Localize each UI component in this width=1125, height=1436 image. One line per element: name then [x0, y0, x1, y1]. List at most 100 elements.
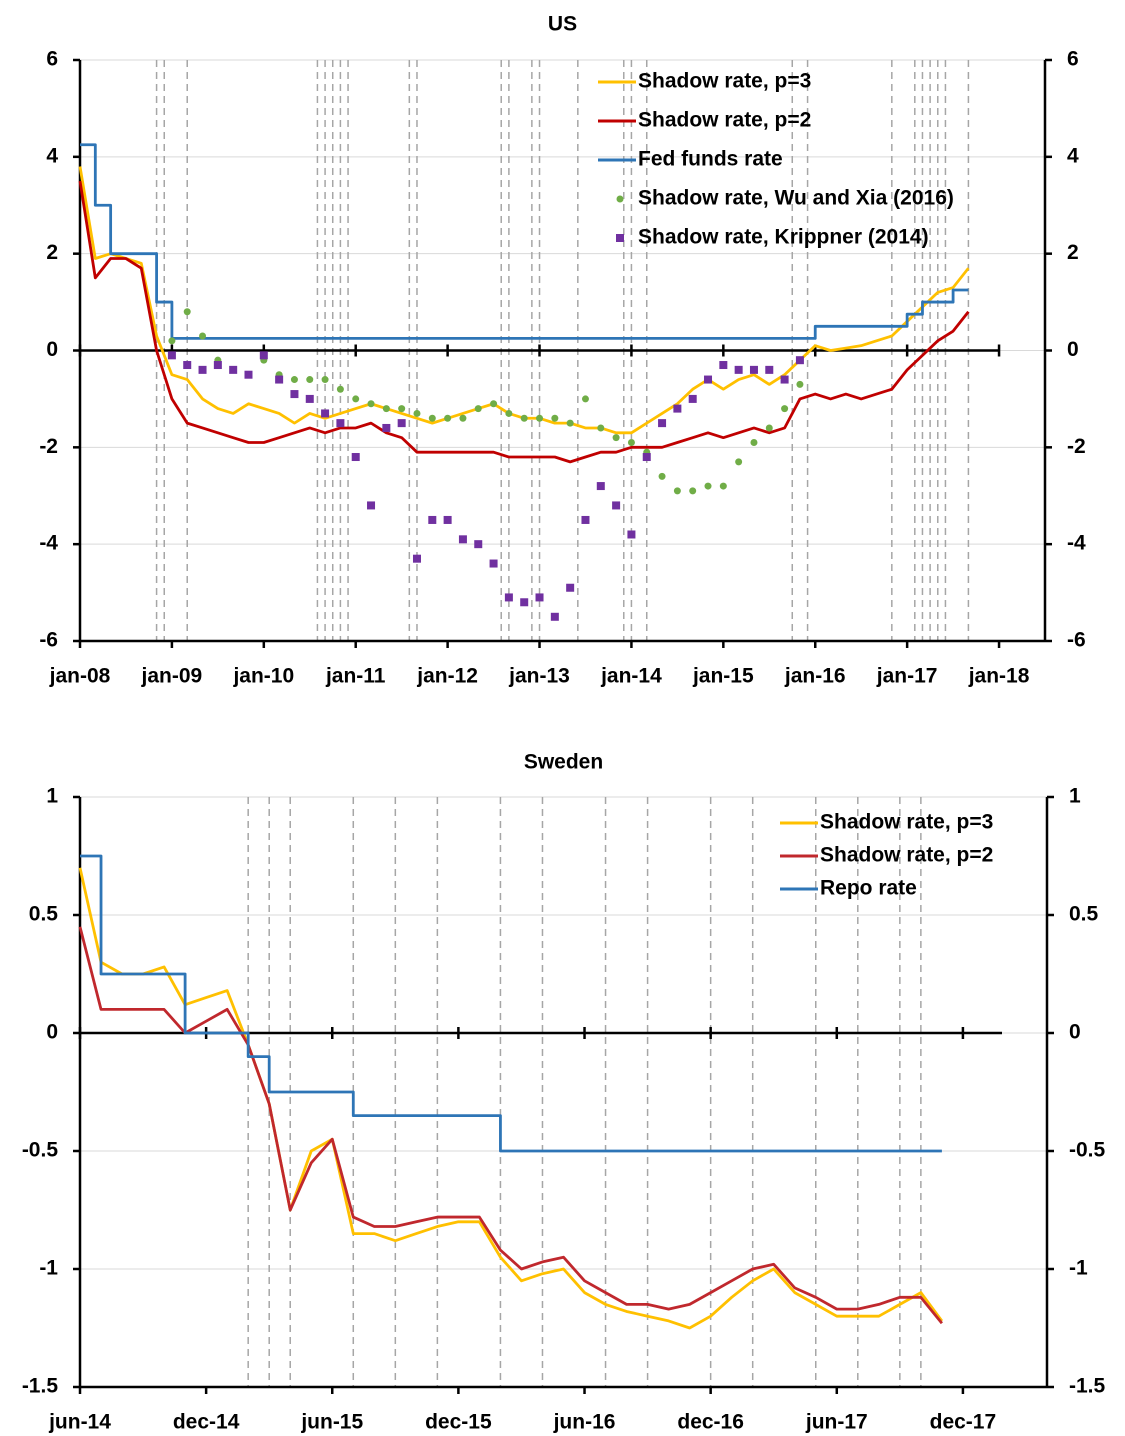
- y-tick-label: 4: [46, 144, 58, 167]
- marker: [520, 414, 528, 422]
- legend-label: Repo rate: [820, 877, 917, 900]
- marker: [581, 515, 590, 524]
- series-line: [78, 180, 970, 464]
- x-tick-label: jan-08: [49, 665, 111, 688]
- marker: [367, 400, 375, 408]
- y-tick-label: 1: [46, 785, 58, 808]
- marker: [688, 394, 697, 403]
- marker: [306, 376, 314, 384]
- marker: [765, 424, 773, 432]
- marker: [336, 385, 344, 393]
- x-tick-label: jun-15: [300, 1411, 363, 1434]
- legend-label: Shadow rate, p=2: [820, 844, 993, 867]
- marker: [305, 394, 314, 403]
- marker: [749, 365, 758, 374]
- x-tick-label: dec-16: [677, 1411, 744, 1434]
- marker: [765, 365, 774, 374]
- marker: [443, 515, 452, 524]
- x-tick-label: jan-14: [600, 665, 662, 688]
- marker: [796, 380, 804, 388]
- marker: [520, 598, 529, 607]
- marker: [382, 405, 390, 413]
- marker: [719, 482, 727, 490]
- marker: [735, 458, 743, 466]
- y2-tick-label: 6: [1067, 48, 1079, 71]
- y-tick-label: 6: [46, 48, 58, 71]
- series-line: [78, 926, 943, 1325]
- y2-tick-label: -0.5: [1069, 1139, 1106, 1162]
- y2-tick-label: -4: [1067, 532, 1086, 555]
- y-tick-label: -2: [39, 435, 58, 458]
- marker: [658, 472, 666, 480]
- chart-title: Sweden: [524, 751, 603, 774]
- marker: [275, 375, 284, 384]
- marker: [229, 365, 238, 374]
- marker: [382, 423, 391, 432]
- x-tick-label: jan-16: [784, 665, 846, 688]
- marker: [428, 515, 437, 524]
- marker: [642, 453, 651, 462]
- marker: [673, 487, 681, 495]
- x-tick-label: jan-15: [692, 665, 754, 688]
- y-tick-label: -1.5: [22, 1375, 59, 1398]
- marker: [459, 414, 467, 422]
- x-tick-label: jun-16: [553, 1411, 616, 1434]
- marker: [581, 395, 589, 403]
- y2-tick-label: -6: [1067, 629, 1086, 652]
- marker: [596, 482, 605, 491]
- marker: [689, 487, 697, 495]
- marker: [489, 559, 498, 568]
- marker: [413, 409, 421, 417]
- marker: [290, 376, 298, 384]
- legend-marker: [616, 195, 624, 203]
- series-line: [80, 143, 969, 340]
- marker: [213, 361, 222, 370]
- y2-tick-label: -1: [1069, 1257, 1088, 1280]
- marker: [535, 593, 544, 602]
- x-tick-label: jan-17: [876, 665, 938, 688]
- y2-tick-label: 4: [1067, 144, 1079, 167]
- marker: [734, 365, 743, 374]
- marker: [550, 612, 559, 621]
- legend-label: Shadow rate, Krippner (2014): [638, 226, 929, 249]
- marker: [259, 351, 268, 360]
- y-tick-label: 0: [46, 1021, 58, 1044]
- y2-tick-label: 1: [1069, 785, 1081, 808]
- marker: [781, 405, 789, 413]
- y-tick-label: -0.5: [22, 1139, 59, 1162]
- y2-tick-label: 2: [1067, 241, 1079, 264]
- marker: [244, 370, 253, 379]
- marker: [290, 390, 299, 399]
- y2-tick-label: -1.5: [1069, 1375, 1106, 1398]
- y-tick-label: 0.5: [29, 903, 59, 926]
- marker: [704, 482, 712, 490]
- y2-tick-label: 0: [1067, 338, 1079, 361]
- marker: [627, 438, 635, 446]
- marker: [474, 405, 482, 413]
- x-tick-label: jan-10: [232, 665, 294, 688]
- legend-label: Shadow rate, Wu and Xia (2016): [638, 187, 954, 210]
- x-tick-label: dec-15: [425, 1411, 492, 1434]
- marker: [504, 593, 513, 602]
- marker: [321, 409, 330, 418]
- marker: [673, 404, 682, 413]
- marker: [551, 414, 559, 422]
- chart: Sweden -1.5 -1.5 -1 -1 -0.5 -0.5 0 0 0.5 0.5 1 1 jun-…: [22, 751, 1106, 1434]
- marker: [795, 356, 804, 365]
- marker: [536, 414, 544, 422]
- y-tick-label: 2: [46, 241, 58, 264]
- marker: [780, 375, 789, 384]
- chart-title: US: [548, 13, 577, 36]
- marker: [397, 419, 406, 428]
- y2-tick-label: 0: [1069, 1021, 1081, 1044]
- x-tick-label: dec-17: [930, 1411, 997, 1434]
- x-tick-label: jan-09: [141, 665, 203, 688]
- series-line: [78, 867, 944, 1330]
- marker: [168, 337, 176, 345]
- marker: [167, 351, 176, 360]
- marker: [597, 424, 605, 432]
- marker: [412, 554, 421, 563]
- legend-label: Shadow rate, p=3: [638, 70, 811, 93]
- marker: [474, 540, 483, 549]
- y-tick-label: -4: [39, 532, 58, 555]
